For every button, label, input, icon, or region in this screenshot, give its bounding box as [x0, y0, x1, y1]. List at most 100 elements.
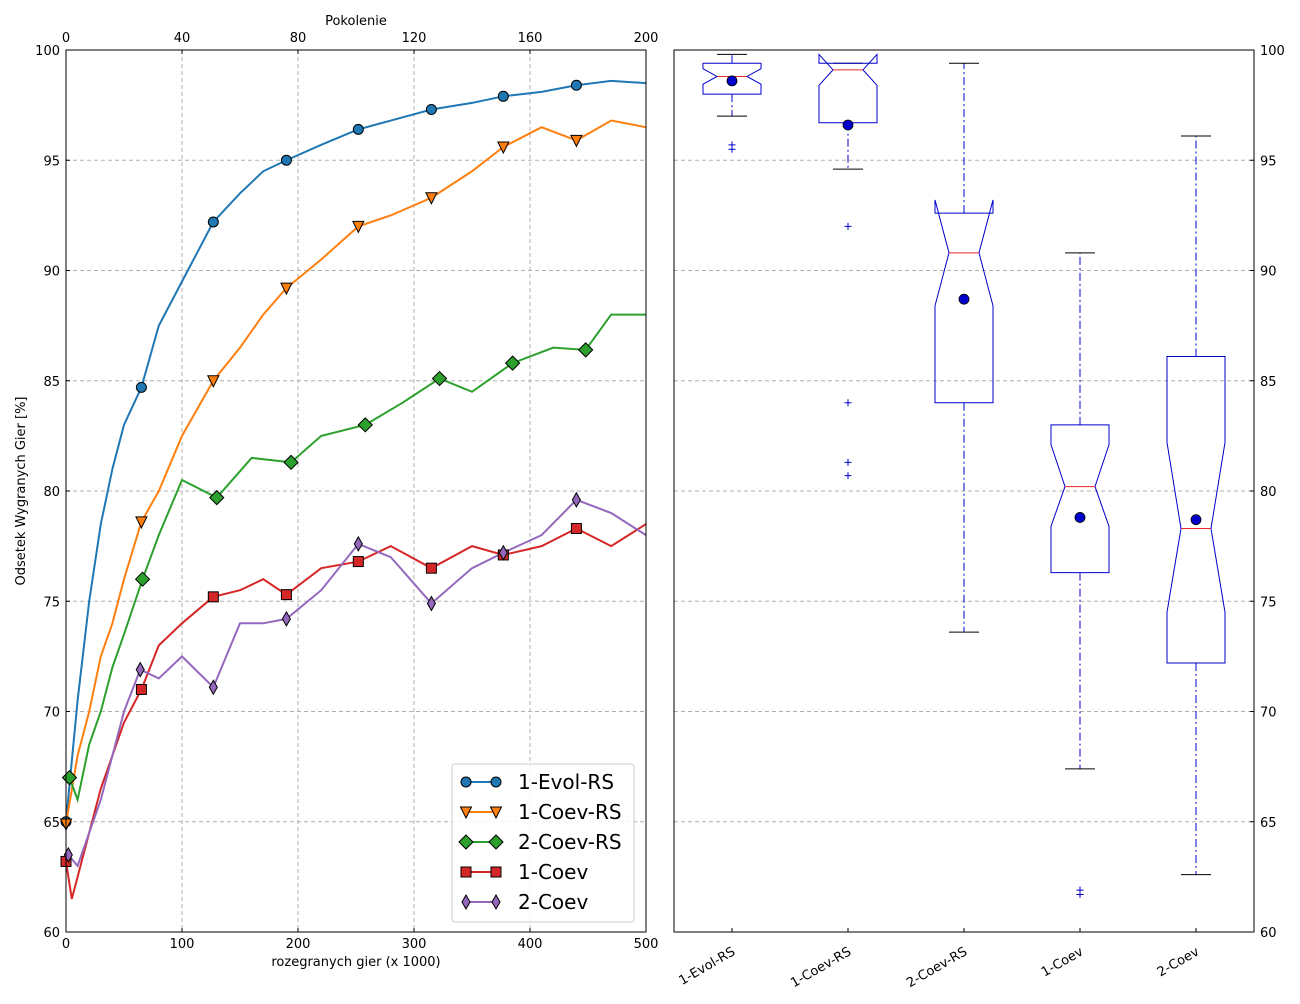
y-tick-label: 60	[1260, 926, 1277, 941]
box	[1166, 355, 1226, 664]
y-tick-label: 95	[1260, 154, 1277, 169]
marker	[458, 834, 474, 850]
y-tick-label: 70	[1260, 706, 1277, 721]
marker	[490, 776, 502, 788]
marker	[207, 591, 219, 603]
x-tick-label: 100	[170, 937, 195, 952]
top-tick-label: 120	[402, 31, 427, 46]
marker	[280, 154, 292, 166]
y-tick-label: 75	[1260, 595, 1277, 610]
legend-label: 1-Coev-RS	[518, 800, 622, 824]
top-tick-label: 200	[634, 31, 659, 46]
y-tick-label: 70	[43, 706, 60, 721]
marker	[280, 282, 293, 296]
mean	[1074, 512, 1086, 523]
marker	[281, 610, 291, 627]
marker	[489, 806, 503, 820]
mean	[958, 293, 970, 305]
top-tick-label: 160	[518, 31, 543, 46]
box	[934, 199, 994, 404]
y-tick-label: 90	[1260, 265, 1277, 280]
y-tick-label: 100	[1260, 44, 1285, 59]
marker	[207, 375, 220, 388]
legend-label: 1-Evol-RS	[518, 770, 614, 794]
marker	[352, 220, 365, 234]
marker	[570, 134, 583, 148]
box	[702, 62, 762, 95]
legend-label: 2-Coev	[518, 890, 588, 914]
series-line	[68, 313, 646, 804]
y-tick-label: 100	[35, 44, 60, 59]
marker	[570, 79, 582, 91]
marker	[497, 90, 509, 102]
mean	[842, 119, 854, 131]
plot-frame	[673, 49, 1255, 933]
x-tick-label: 0	[62, 937, 70, 952]
legend-label: 2-Coev-RS	[518, 830, 622, 854]
marker	[135, 683, 147, 695]
marker	[135, 516, 148, 529]
marker	[280, 589, 292, 601]
marker	[431, 370, 448, 387]
marker	[425, 192, 438, 205]
x-tick-label: 400	[518, 937, 543, 952]
legend-label: 1-Coev	[518, 860, 588, 884]
mean	[1190, 514, 1202, 526]
marker	[460, 776, 472, 788]
marker	[461, 893, 471, 911]
box	[1050, 424, 1110, 574]
y-tick-label: 60	[43, 926, 60, 941]
series-line	[65, 119, 647, 825]
series-line	[67, 498, 647, 868]
marker	[490, 866, 502, 878]
marker	[283, 454, 299, 471]
marker	[571, 491, 581, 508]
legend: 1-Evol-RS 1-Coev-RS 2-Coev-RS 1-Coev 2-Coev	[451, 763, 635, 923]
marker	[498, 544, 508, 561]
marker	[352, 123, 364, 135]
mean	[726, 75, 738, 87]
marker	[135, 661, 145, 678]
marker	[134, 571, 151, 587]
box	[818, 53, 878, 124]
flier	[844, 458, 852, 466]
marker	[357, 417, 373, 433]
marker	[460, 866, 472, 878]
x-tick-label: 200	[286, 937, 311, 952]
y-tick-label: 80	[1260, 485, 1277, 500]
x-tick-label: 300	[402, 937, 427, 952]
flier	[844, 399, 852, 407]
marker	[488, 834, 504, 850]
x-tick-label: 500	[634, 937, 659, 952]
top-tick-label: 40	[174, 31, 191, 46]
y-tick-label: 85	[1260, 375, 1277, 390]
marker	[426, 595, 436, 612]
marker	[459, 806, 473, 820]
marker	[570, 522, 582, 534]
top-tick-label: 0	[62, 31, 70, 46]
marker	[497, 141, 510, 155]
top-axis-label: Pokolenie	[325, 14, 387, 29]
y-tick-label: 65	[43, 816, 60, 831]
y-axis-label: Odsetek Wygranych Gier [%]	[14, 396, 29, 585]
flier	[728, 141, 736, 149]
legend-frame	[451, 763, 635, 923]
flier	[1076, 891, 1084, 899]
marker	[425, 104, 437, 116]
y-tick-label: 65	[1260, 816, 1277, 831]
y-tick-label: 85	[43, 375, 60, 390]
series-line	[65, 523, 647, 900]
marker	[352, 556, 364, 568]
plot-frame	[65, 49, 647, 933]
y-tick-label: 95	[43, 154, 60, 169]
y-tick-label: 80	[43, 485, 60, 500]
flier	[844, 472, 852, 480]
x-axis-label: rozegranych gier (x 1000)	[271, 955, 440, 970]
marker	[577, 342, 594, 358]
series-line	[65, 79, 647, 822]
y-tick-label: 90	[43, 265, 60, 280]
marker	[353, 535, 363, 552]
flier	[844, 222, 852, 230]
